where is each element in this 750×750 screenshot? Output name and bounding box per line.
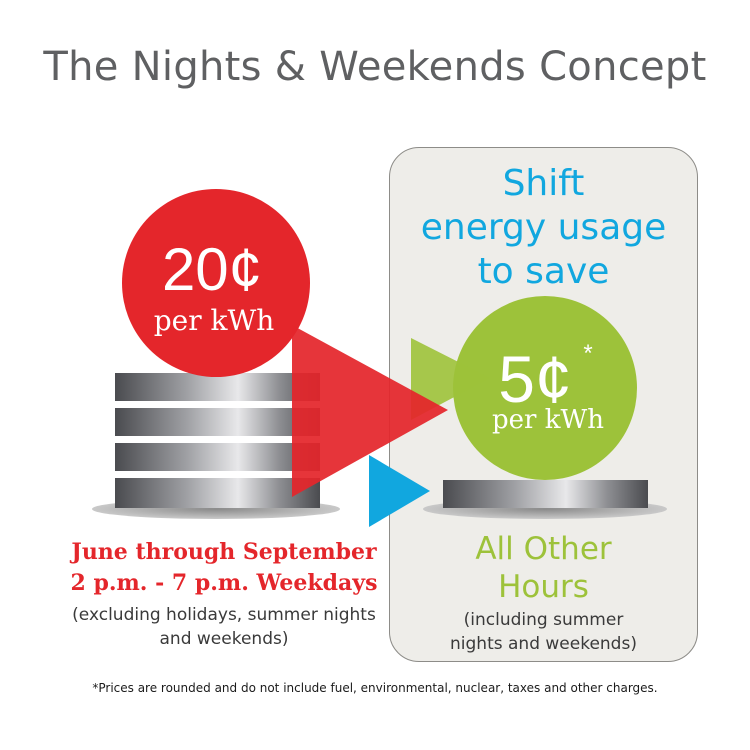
peak-stack [92,373,340,519]
peak-caption-note-1: (excluding holidays, summer nights [72,605,376,625]
shift-headline: Shift energy usage to save [389,162,698,294]
peak-stack-disc-4 [115,478,320,508]
peak-stack-disc-3 [115,443,320,471]
offpeak-price-circle [453,296,637,480]
offpeak-stack-disc [443,480,648,508]
peak-stack-disc-2 [115,408,320,436]
shift-line-1: Shift [502,163,585,204]
shift-line-3: to save [477,251,610,292]
red-arrow-icon [292,325,448,497]
peak-caption-months: June through September [71,539,377,565]
peak-stack-disc-1 [115,373,320,401]
offpeak-caption-note-1: (including summer [463,610,624,630]
offpeak-price: 5¢ [498,342,571,416]
peak-price-circle [122,189,310,377]
offpeak-caption-note-2: nights and weekends) [450,634,637,654]
peak-caption-note-2: and weekends) [159,629,289,649]
green-arrow-icon [411,338,490,420]
offpeak-caption-line-1: All Other [475,531,612,567]
offpeak-caption: All Other Hours (including summer nights… [389,530,698,656]
shift-line-2: energy usage [420,207,667,248]
peak-unit: per kWh [154,304,275,337]
footnote: *Prices are rounded and do not include f… [92,681,658,695]
offpeak-stack [423,480,667,519]
peak-caption: June through September 2 p.m. - 7 p.m. W… [24,537,424,651]
peak-caption-hours: 2 p.m. - 7 p.m. Weekdays [70,570,378,596]
offpeak-asterisk: * [583,340,592,367]
peak-price: 20¢ [162,236,262,303]
offpeak-caption-line-2: Hours [498,569,589,605]
offpeak-unit: per kWh [492,405,604,435]
blue-arrow-icon [369,455,430,527]
page-title: The Nights & Weekends Concept [43,44,707,90]
